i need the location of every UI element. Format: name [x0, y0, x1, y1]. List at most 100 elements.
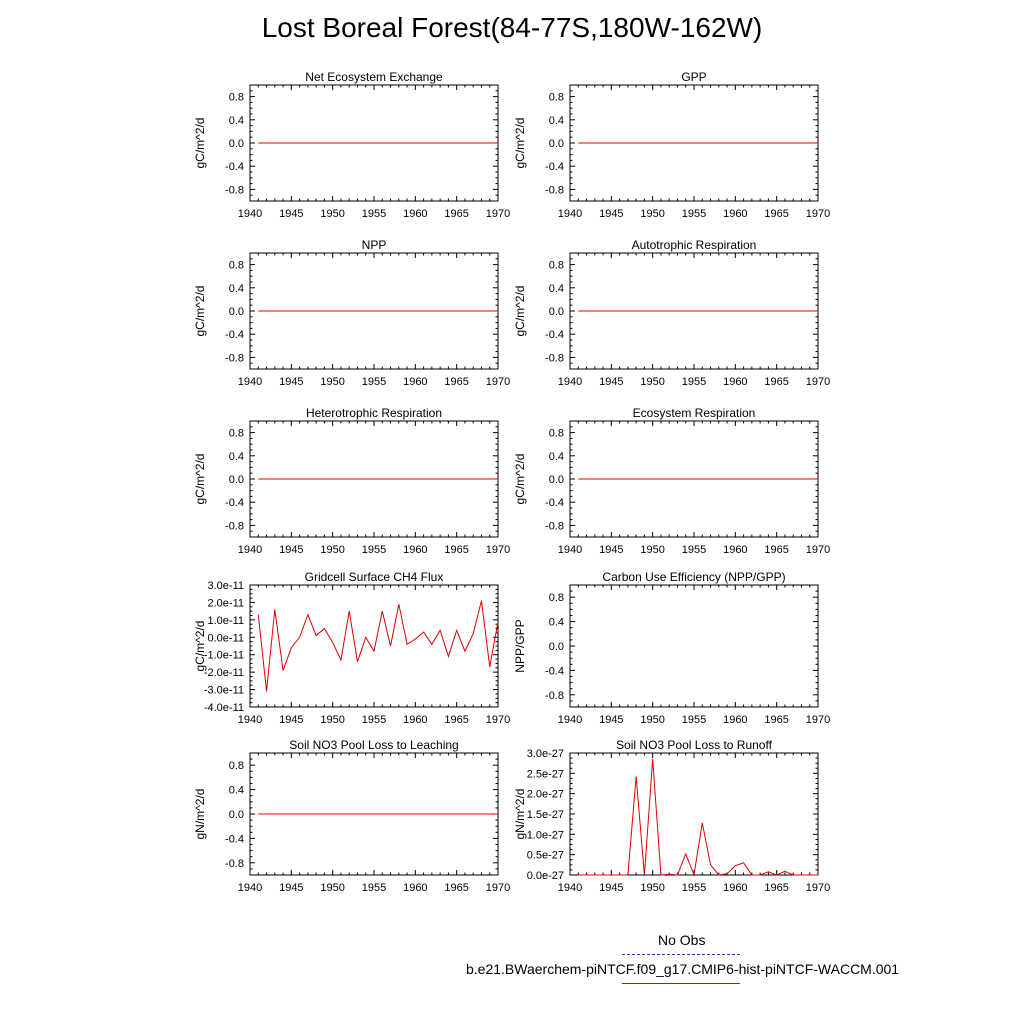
panel-title-0: Net Ecosystem Exchange — [305, 70, 443, 84]
x-tick-label-3-1950: 1950 — [640, 376, 664, 388]
x-tick-label-9-1950: 1950 — [640, 882, 664, 894]
y-tick-label-3-4: -0.8 — [545, 352, 564, 364]
panel-title-4: Heterotrophic Respiration — [306, 406, 442, 420]
y-tick-label-7-1: 0.4 — [549, 617, 564, 629]
y-tick-label-2-4: -0.8 — [225, 352, 244, 364]
x-tick-label-9-1940: 1940 — [558, 882, 582, 894]
x-tick-label-5-1965: 1965 — [764, 544, 788, 556]
x-tick-label-5-1960: 1960 — [723, 544, 747, 556]
x-tick-label-3-1945: 1945 — [599, 376, 623, 388]
y-tick-label-6-1: 2.0e-11 — [208, 597, 245, 609]
y-tick-label-0-2: 0.0 — [229, 138, 244, 150]
panel-title-1: GPP — [681, 70, 706, 84]
x-tick-label-0-1965: 1965 — [444, 208, 468, 220]
x-tick-label-8-1940: 1940 — [238, 882, 262, 894]
y-tick-label-3-3: -0.4 — [545, 329, 564, 341]
x-tick-label-7-1970: 1970 — [806, 714, 830, 726]
x-tick-label-6-1950: 1950 — [320, 714, 344, 726]
panel-title-8: Soil NO3 Pool Loss to Leaching — [289, 738, 458, 752]
y-tick-label-0-4: -0.8 — [225, 184, 244, 196]
y-tick-label-6-4: -1.0e-11 — [204, 650, 244, 662]
y-tick-label-0-3: -0.4 — [225, 161, 244, 173]
y-axis-label-8: gN/m^2/d — [193, 789, 207, 840]
panel-frame-7 — [569, 584, 819, 708]
y-tick-label-5-1: 0.4 — [549, 451, 564, 463]
x-tick-label-5-1945: 1945 — [599, 544, 623, 556]
y-tick-label-4-4: -0.8 — [225, 520, 244, 532]
x-tick-label-2-1945: 1945 — [279, 376, 303, 388]
x-tick-label-6-1970: 1970 — [486, 714, 510, 726]
y-axis-label-9: gN/m^2/d — [513, 789, 527, 840]
panel-title-5: Ecosystem Respiration — [633, 406, 756, 420]
y-tick-label-2-0: 0.8 — [229, 260, 244, 272]
y-tick-label-8-2: 0.0 — [229, 809, 244, 821]
y-tick-label-8-0: 0.8 — [229, 760, 244, 772]
y-tick-label-7-2: 0.0 — [549, 641, 564, 653]
y-tick-label-6-3: 0.0e-11 — [208, 632, 245, 644]
x-tick-label-7-1940: 1940 — [558, 714, 582, 726]
y-tick-label-5-0: 0.8 — [549, 428, 564, 440]
x-tick-label-4-1955: 1955 — [362, 544, 386, 556]
y-tick-label-1-1: 0.4 — [549, 115, 564, 127]
x-tick-label-0-1940: 1940 — [238, 208, 262, 220]
main-title: Lost Boreal Forest(84-77S,180W-162W) — [261, 12, 763, 43]
y-tick-label-8-3: -0.4 — [225, 833, 244, 845]
panel-title-9: Soil NO3 Pool Loss to Runoff — [616, 738, 773, 752]
x-tick-label-6-1965: 1965 — [444, 714, 468, 726]
y-tick-label-6-0: 3.0e-11 — [208, 580, 245, 592]
y-tick-label-4-3: -0.4 — [225, 497, 244, 509]
panel-title-3: Autotrophic Respiration — [632, 238, 757, 252]
legend-obs-label: No Obs — [658, 932, 706, 948]
x-tick-label-7-1960: 1960 — [723, 714, 747, 726]
x-tick-label-0-1950: 1950 — [320, 208, 344, 220]
x-tick-label-8-1970: 1970 — [486, 882, 510, 894]
x-tick-label-2-1950: 1950 — [320, 376, 344, 388]
y-tick-label-8-4: -0.8 — [225, 858, 244, 870]
x-tick-label-7-1945: 1945 — [599, 714, 623, 726]
y-tick-label-3-2: 0.0 — [549, 306, 564, 318]
x-tick-label-4-1970: 1970 — [486, 544, 510, 556]
x-tick-label-4-1940: 1940 — [238, 544, 262, 556]
x-tick-label-5-1970: 1970 — [806, 544, 830, 556]
x-tick-label-1-1940: 1940 — [558, 208, 582, 220]
y-tick-label-6-5: -2.0e-11 — [204, 667, 244, 679]
x-tick-label-0-1955: 1955 — [362, 208, 386, 220]
x-tick-label-4-1965: 1965 — [444, 544, 468, 556]
y-tick-label-5-2: 0.0 — [549, 474, 564, 486]
y-tick-label-1-4: -0.8 — [545, 184, 564, 196]
panel-frame-9 — [569, 752, 819, 876]
x-tick-label-3-1965: 1965 — [764, 376, 788, 388]
y-tick-label-8-1: 0.4 — [229, 785, 244, 797]
x-tick-label-9-1955: 1955 — [682, 882, 706, 894]
y-tick-label-4-2: 0.0 — [229, 474, 244, 486]
y-tick-label-3-0: 0.8 — [549, 260, 564, 272]
x-tick-label-5-1955: 1955 — [682, 544, 706, 556]
y-tick-label-2-3: -0.4 — [225, 329, 244, 341]
y-tick-label-3-1: 0.4 — [549, 283, 564, 295]
y-axis-label-7: NPP/GPP — [513, 619, 527, 672]
series-line-6-0 — [257, 600, 499, 692]
y-tick-label-0-1: 0.4 — [229, 115, 244, 127]
x-tick-label-4-1950: 1950 — [320, 544, 344, 556]
y-tick-label-4-1: 0.4 — [229, 451, 244, 463]
x-tick-label-9-1970: 1970 — [806, 882, 830, 894]
x-tick-label-2-1970: 1970 — [486, 376, 510, 388]
y-tick-label-1-0: 0.8 — [549, 92, 564, 104]
y-axis-label-4: gC/m^2/d — [193, 454, 207, 505]
x-tick-label-6-1960: 1960 — [403, 714, 427, 726]
y-axis-label-2: gC/m^2/d — [193, 286, 207, 337]
x-tick-label-9-1965: 1965 — [764, 882, 788, 894]
panel-title-6: Gridcell Surface CH4 Flux — [305, 570, 444, 584]
y-axis-label-1: gC/m^2/d — [513, 118, 527, 169]
x-tick-label-5-1950: 1950 — [640, 544, 664, 556]
x-tick-label-3-1960: 1960 — [723, 376, 747, 388]
y-axis-label-3: gC/m^2/d — [513, 286, 527, 337]
x-tick-label-9-1945: 1945 — [599, 882, 623, 894]
x-tick-label-2-1965: 1965 — [444, 376, 468, 388]
y-tick-label-5-3: -0.4 — [545, 497, 564, 509]
x-tick-label-1-1955: 1955 — [682, 208, 706, 220]
x-tick-label-8-1955: 1955 — [362, 882, 386, 894]
y-axis-label-0: gC/m^2/d — [193, 118, 207, 169]
x-tick-label-1-1960: 1960 — [723, 208, 747, 220]
